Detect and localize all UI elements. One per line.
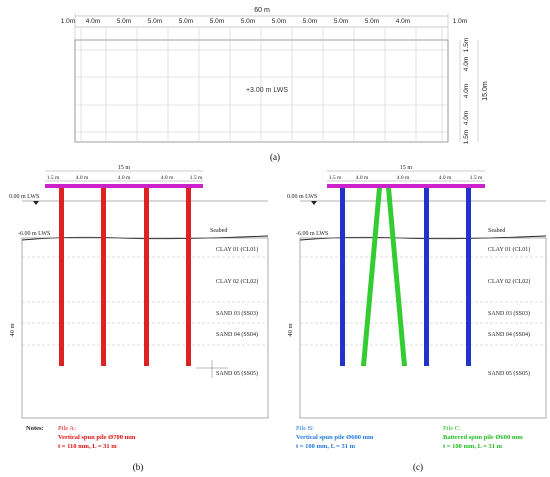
seabed-level-label: -6.00 m LWS — [296, 231, 328, 237]
layer-label: CLAY 02 (CL02) — [488, 278, 530, 285]
pile-c-spec: Battered spun pile Ø600 mm — [443, 434, 523, 441]
layer-label: SAND 05 (SS05) — [216, 370, 258, 377]
left-edge-label: 1.0m — [61, 18, 75, 25]
span-label: 4.0 m — [76, 175, 89, 181]
pile-b-group — [340, 188, 471, 366]
pile-c-dims: t = 100 mm, L = 31 m — [443, 443, 503, 450]
span-label: 1.5 m — [470, 175, 483, 181]
layer-label: CLAY 01 (CL01) — [216, 246, 258, 253]
seabed-label: Seabed — [210, 228, 227, 234]
side-dim-label: 4.0m — [463, 84, 470, 98]
pile-a-group — [59, 188, 191, 366]
span-label: 4.0m — [86, 18, 100, 25]
right-edge-label: 1.0m — [453, 18, 467, 25]
width-label: 15 m — [400, 165, 413, 171]
pile-a-title: Pile A: — [58, 425, 76, 432]
layer-label: CLAY 02 (CL02) — [216, 278, 258, 285]
layer-label: SAND 04 (SS04) — [216, 331, 258, 338]
pile-a — [59, 188, 64, 366]
span-label: 5.0m — [303, 18, 317, 25]
soil-domain — [299, 237, 547, 419]
span-label: 5.0m — [241, 18, 255, 25]
pile-b-spec: Vertical spun pile Ø600 mm — [296, 434, 374, 441]
deck-level-label: +3.00 m LWS — [246, 87, 288, 94]
total-height-label: 15.0m — [482, 81, 489, 101]
pile-c — [386, 188, 407, 366]
layer-label: SAND 03 (SS03) — [488, 310, 530, 317]
caption-c: (c) — [413, 462, 423, 472]
pile-b-title: Pile B: — [296, 425, 314, 432]
pile-a — [186, 188, 191, 366]
span-label: 5.0m — [210, 18, 224, 25]
seabed-level-label: -6.00 m LWS — [18, 231, 50, 237]
caption-b: (b) — [133, 462, 144, 472]
span-label: 5.0m — [334, 18, 348, 25]
side-dim-label: 1.5m — [463, 130, 470, 144]
pile-a-dims: t = 110 mm, L = 31 m — [58, 443, 117, 450]
pile-b — [340, 188, 345, 366]
pile-a — [144, 188, 149, 366]
pile-b-dims: t = 100 mm, L = 31 m — [296, 443, 356, 450]
side-dim-label: 4.0m — [463, 111, 470, 125]
pile-a-spec: Vertical spun pile Ø700 mm — [58, 434, 136, 441]
span-label: 4.0 m — [439, 175, 452, 181]
reference-cross — [196, 360, 228, 378]
pile-c-group — [361, 188, 407, 366]
caption-a: (a) — [270, 152, 280, 162]
pile-a — [101, 188, 106, 366]
water-level-label: 0.00 m LWS — [287, 194, 317, 200]
notes-label: Notes: — [26, 425, 44, 432]
pile-b — [424, 188, 429, 366]
span-label: 5.0m — [117, 18, 131, 25]
width-label: 15 m — [118, 165, 131, 171]
span-label: 1.5 m — [329, 175, 342, 181]
span-label: 5.0m — [272, 18, 286, 25]
span-labels: 4.0m 5.0m 5.0m 5.0m 5.0m 5.0m 5.0m 5.0m … — [86, 18, 410, 25]
span-label: 4.0 m — [397, 175, 410, 181]
span-label: 1.5 m — [190, 175, 203, 181]
span-label: 4.0 m — [118, 175, 131, 181]
pile-cap — [327, 184, 485, 188]
water-level-label: 0.00 m LWS — [9, 194, 39, 200]
level-marker-icon — [33, 201, 39, 205]
level-marker-icon — [311, 201, 317, 205]
span-label: 5.0m — [179, 18, 193, 25]
pile-c-title: Pile C: — [443, 425, 461, 432]
span-label: 4.0 m — [161, 175, 174, 181]
side-dim-label: 4.0m — [463, 57, 470, 71]
layer-label: SAND 05 (SS05) — [488, 370, 530, 377]
total-width-label: 60 m — [254, 7, 270, 14]
layer-label: CLAY 01 (CL01) — [488, 246, 530, 253]
side-dim-label: 1.5m — [463, 38, 470, 52]
panel-b-section: 15 m 1.5 m 4.0 m 4.0 m 4.0 m 1.5 m 0.00 … — [9, 165, 269, 472]
depth-label: 40 m — [9, 323, 16, 336]
span-label: 4.0 m — [356, 175, 369, 181]
seabed-label: Seabed — [488, 228, 505, 234]
span-label: 5.0m — [148, 18, 162, 25]
span-label: 1.5 m — [47, 175, 60, 181]
span-label: 4.0m — [396, 18, 410, 25]
depth-label: 40 m — [287, 323, 294, 336]
span-label: 5.0m — [365, 18, 379, 25]
pile-cap — [45, 184, 203, 188]
panel-a-plan: 60 m 1.0m 1.0m 4.0m 5.0m 5.0m 5.0m 5.0m … — [61, 7, 489, 162]
pile-b — [466, 188, 471, 366]
panel-c-section: 15 m 1.5 m 4.0 m 4.0 m 4.0 m 1.5 m 0.00 … — [287, 165, 547, 472]
layer-label: SAND 04 (SS04) — [488, 331, 530, 338]
layer-label: SAND 03 (SS03) — [216, 310, 258, 317]
deck-outline — [74, 39, 449, 143]
deck-grid — [75, 27, 448, 142]
pile-c — [361, 188, 382, 366]
